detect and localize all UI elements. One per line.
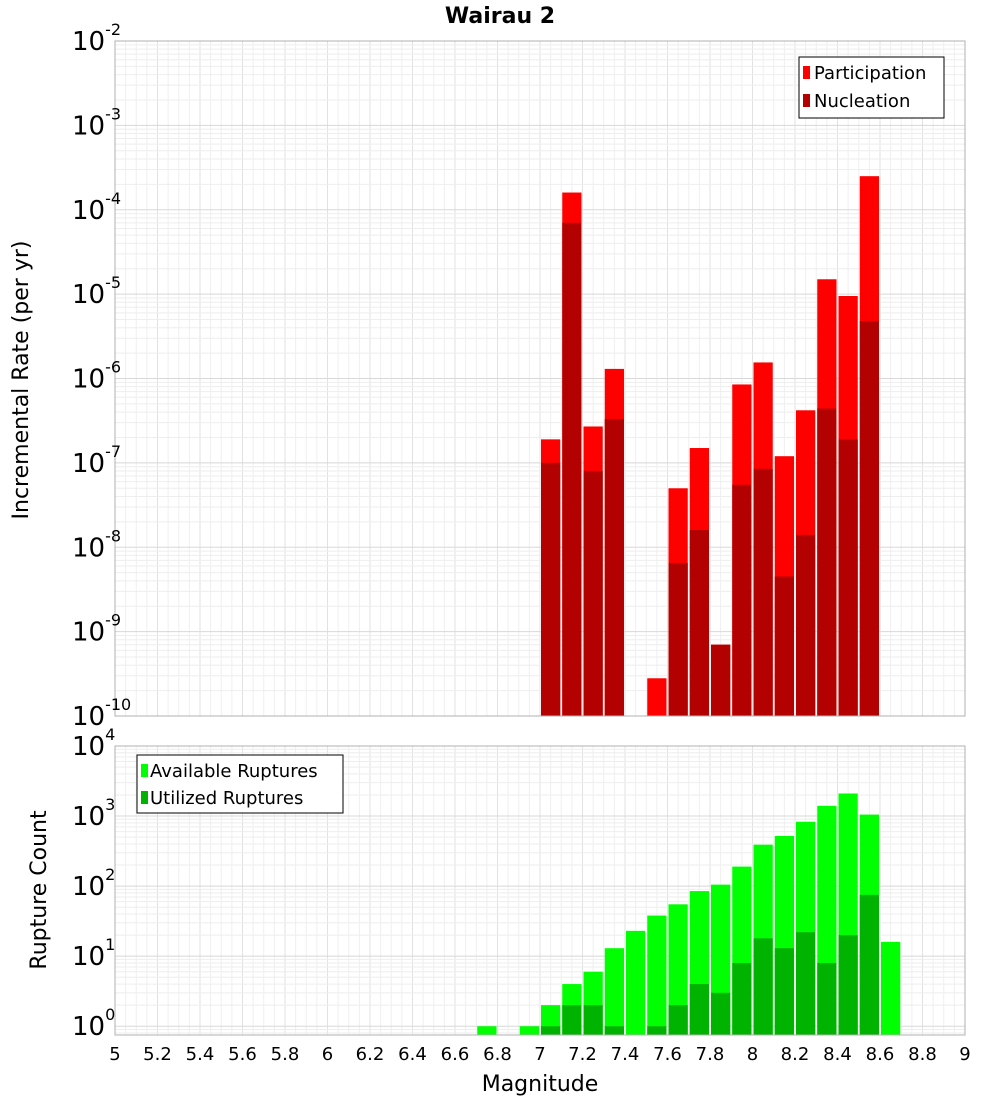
nucleation-bar (859, 321, 879, 716)
chart-title: Wairau 2 (445, 4, 555, 29)
count-y-ticks: 100 101 102 103 104 (72, 725, 115, 1042)
count-y-axis-label: Rupture Count (27, 810, 52, 970)
count-y-tick-label: 104 (72, 725, 115, 762)
available-ruptures-bar (881, 941, 901, 1035)
x-tick-label: 7.6 (653, 1044, 682, 1065)
utilized-ruptures-bar (859, 894, 879, 1035)
rate-y-tick-label: 10-10 (72, 695, 131, 732)
rate-y-tick-label: 10-5 (72, 273, 121, 310)
x-tick-label: 8.6 (866, 1044, 895, 1065)
x-tick-label: 5.4 (186, 1044, 215, 1065)
utilized-ruptures-bar (732, 962, 752, 1035)
x-tick-label: 6.2 (356, 1044, 385, 1065)
utilized-ruptures-bar (774, 948, 794, 1035)
rate-legend: Participation Nucleation (798, 56, 945, 119)
x-tick-label: 7.2 (568, 1044, 597, 1065)
count-y-tick-label: 102 (72, 865, 115, 902)
count-bars (477, 793, 901, 1035)
rate-gridlines (114, 40, 966, 717)
utilized-legend-label: Utilized Ruptures (150, 788, 303, 809)
nucleation-bar (562, 222, 582, 716)
rate-y-tick-label: 10-8 (72, 526, 121, 563)
x-tick-label: 7 (534, 1044, 545, 1065)
available-ruptures-bar (604, 948, 624, 1035)
magnitude-x-ticks: 5 5.2 5.4 5.6 5.8 6 6.2 6.4 6.6 6.8 7 7.2 7.4 7.6 7.8 8… (109, 1044, 970, 1065)
rate-plot-frame (114, 40, 966, 717)
utilized-ruptures-bar (796, 932, 816, 1035)
utilized-ruptures-bar (711, 992, 731, 1035)
x-tick-label: 6 (322, 1044, 333, 1065)
utilized-ruptures-bar (689, 984, 709, 1035)
available-legend-swatch (141, 764, 148, 777)
rate-y-tick-label: 10-6 (72, 358, 121, 395)
nucleation-bar (817, 408, 837, 716)
participation-legend-label: Participation (814, 63, 926, 84)
x-tick-label: 8.8 (908, 1044, 937, 1065)
count-y-tick-label: 100 (72, 1005, 115, 1042)
utilized-ruptures-bar (647, 1026, 667, 1035)
x-tick-label: 6.4 (398, 1044, 427, 1065)
utilized-legend-swatch (141, 791, 148, 804)
utilized-ruptures-bar (604, 1026, 624, 1035)
nucleation-bar (753, 468, 773, 716)
rate-panel: 10-10 10-9 10-8 10-7 10-6 10-5 10-4 10-3 10-2 In… (9, 20, 966, 732)
utilized-ruptures-bar (817, 962, 837, 1035)
x-tick-label: 5.2 (143, 1044, 172, 1065)
nucleation-bar (838, 439, 858, 716)
count-panel: 100 101 102 103 104 5 5.2 5.4 5.6 5.8 6 6.2 6.4 6.6 6… (27, 725, 971, 1097)
participation-legend-swatch (803, 66, 810, 79)
nucleation-bar (541, 462, 561, 716)
available-ruptures-bar (519, 1026, 539, 1035)
available-ruptures-bar (668, 904, 688, 1035)
nucleation-bar (583, 471, 603, 716)
x-tick-label: 6.6 (441, 1044, 470, 1065)
nucleation-bar (796, 534, 816, 716)
x-tick-label: 8.4 (823, 1044, 852, 1065)
utilized-ruptures-bar (562, 1005, 582, 1035)
utilized-ruptures-bar (838, 935, 858, 1035)
x-tick-label: 5.6 (228, 1044, 257, 1065)
nucleation-bar (668, 563, 688, 716)
rate-y-axis-label: Incremental Rate (per yr) (9, 241, 34, 520)
rate-y-tick-label: 10-7 (72, 442, 121, 479)
utilized-ruptures-bar (583, 1005, 603, 1035)
utilized-ruptures-bar (541, 1026, 561, 1035)
nucleation-bar (774, 576, 794, 716)
participation-bar (647, 678, 667, 716)
available-ruptures-bar (626, 930, 646, 1035)
rate-y-tick-label: 10-2 (72, 20, 121, 57)
rate-legend-box (798, 56, 945, 119)
x-tick-label: 8.2 (781, 1044, 810, 1065)
x-tick-label: 6.8 (483, 1044, 512, 1065)
x-axis-label: Magnitude (482, 1072, 599, 1097)
utilized-ruptures-bar (668, 1005, 688, 1035)
rate-y-tick-label: 10-9 (72, 611, 121, 648)
rate-y-tick-label: 10-3 (72, 104, 121, 141)
available-ruptures-bar (647, 915, 667, 1035)
x-tick-label: 5 (109, 1044, 120, 1065)
nucleation-legend-label: Nucleation (814, 91, 910, 112)
nucleation-legend-swatch (803, 94, 810, 107)
nucleation-bar (711, 644, 731, 716)
x-tick-label: 8 (747, 1044, 758, 1065)
nucleation-bar (604, 419, 624, 716)
x-tick-label: 5.8 (271, 1044, 300, 1065)
count-legend-box (136, 754, 344, 814)
nucleation-bar (732, 484, 752, 716)
available-ruptures-bar (477, 1026, 497, 1035)
count-y-tick-label: 103 (72, 795, 115, 832)
rate-y-tick-label: 10-4 (72, 189, 121, 226)
rate-bars (541, 176, 879, 717)
rate-y-ticks: 10-10 10-9 10-8 10-7 10-6 10-5 10-4 10-3 10-2 (72, 20, 131, 732)
nucleation-bar (689, 530, 709, 716)
x-tick-label: 7.4 (611, 1044, 640, 1065)
x-tick-label: 7.8 (696, 1044, 725, 1065)
count-y-tick-label: 101 (72, 935, 115, 972)
utilized-ruptures-bar (753, 938, 773, 1035)
count-plot-frame (114, 745, 966, 1036)
count-legend: Available Ruptures Utilized Ruptures (136, 754, 344, 814)
available-legend-label: Available Ruptures (150, 761, 318, 782)
x-tick-label: 9 (959, 1044, 970, 1065)
